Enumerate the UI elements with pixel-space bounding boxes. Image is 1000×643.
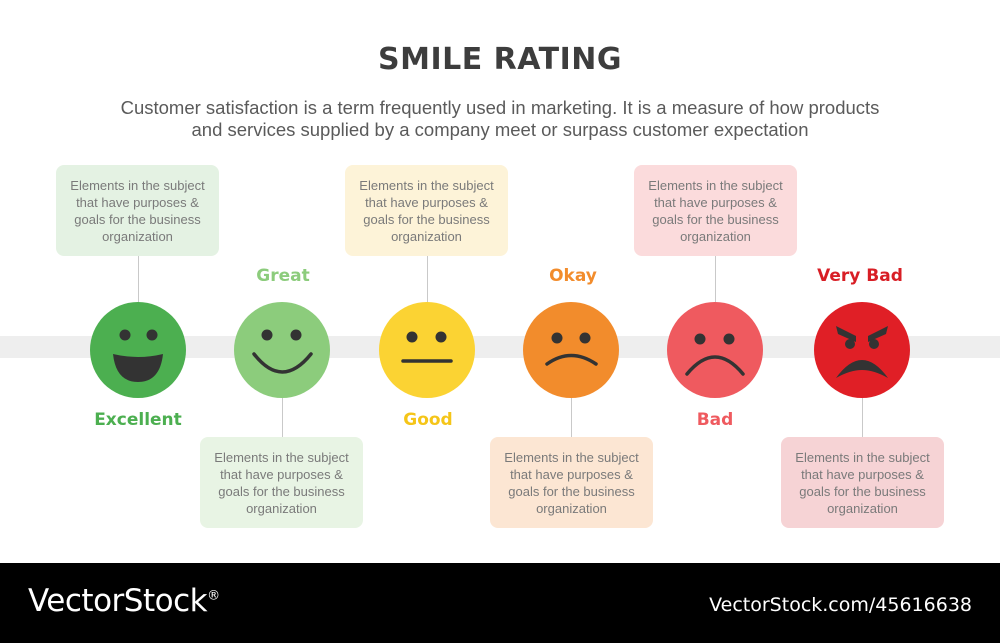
description-box-good: Elements in the subject that have purpos… [345,165,508,256]
rating-label-okay: Okay [549,266,597,286]
description-box-bad: Elements in the subject that have purpos… [634,165,797,256]
registered-mark: ® [207,588,220,604]
vectorstock-logo: VectorStock® [28,583,220,619]
connector-bad [715,255,716,302]
description-box-excellent: Elements in the subject that have purpos… [56,165,219,256]
rating-label-bad: Bad [696,410,734,430]
footer-bar: VectorStock® VectorStock.com/45616638 [0,563,1000,643]
connector-great [282,394,283,437]
frowning-face-icon [667,302,763,398]
subtitle-line-1: Customer satisfaction is a term frequent… [120,97,880,118]
description-box-very-bad: Elements in the subject that have purpos… [781,437,944,528]
subtitle-line-2: and services supplied by a company meet … [191,119,809,140]
brand-name: VectorStock [28,583,208,619]
connector-very-bad [862,394,863,437]
description-box-great: Elements in the subject that have purpos… [200,437,363,528]
description-text: Elements in the subject that have purpos… [214,449,349,516]
description-text: Elements in the subject that have purpos… [70,177,205,244]
page-title: SMILE RATING [377,42,623,77]
slightly-frowning-face-icon [523,302,619,398]
neutral-face-icon [379,302,475,398]
rating-label-excellent: Excellent [94,410,182,430]
smiling-face-icon [234,302,330,398]
laughing-face-icon [90,302,186,398]
description-text: Elements in the subject that have purpos… [648,177,783,244]
connector-okay [571,394,572,437]
description-text: Elements in the subject that have purpos… [504,449,639,516]
rating-label-very-bad: Very Bad [817,266,903,286]
angry-face-icon [814,302,910,398]
rating-label-great: Great [256,266,310,286]
description-box-okay: Elements in the subject that have purpos… [490,437,653,528]
image-id: VectorStock.com/45616638 [709,594,972,616]
description-text: Elements in the subject that have purpos… [795,449,930,516]
rating-label-good: Good [403,410,453,430]
connector-good [427,255,428,302]
description-text: Elements in the subject that have purpos… [359,177,494,244]
connector-excellent [138,255,139,302]
page-subtitle: Customer satisfaction is a term frequent… [60,97,940,141]
